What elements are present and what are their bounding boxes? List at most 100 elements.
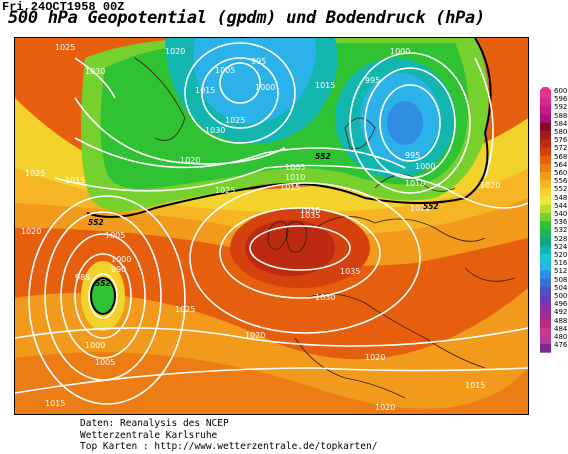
color-scale-swatch: [540, 229, 551, 238]
color-scale-swatch: [540, 90, 551, 99]
geopotential-label: 552: [95, 279, 111, 288]
color-scale-swatch: [540, 270, 551, 279]
isobar-label: 1035: [300, 211, 320, 220]
color-scale-swatch: [540, 311, 551, 320]
isobar-label: 1020: [180, 156, 200, 165]
isobar-label: 1020: [480, 181, 500, 190]
isobar-label: 1030: [205, 126, 225, 135]
color-scale-swatch: [540, 286, 551, 296]
weather-map: 1025 1020 1015 1005 995 1000 1030 1005 1…: [14, 37, 529, 415]
isobar-995: [219, 62, 261, 104]
color-scale-label: 476: [554, 341, 568, 350]
color-scale-label: 500: [554, 292, 568, 300]
color-scale-swatch: [540, 303, 551, 312]
color-scale-label: 600: [554, 87, 568, 95]
color-scale-label: 484: [554, 324, 568, 333]
isobar-label: 1030: [315, 293, 335, 302]
color-scale-swatch: [540, 196, 551, 206]
color-scale-swatch: [540, 344, 551, 353]
isobar-label: 1025: [25, 169, 45, 178]
color-scale-label: 508: [554, 275, 568, 284]
color-scale-label: 488: [554, 316, 568, 325]
date-time-label: Fri,24OCT1958 00Z: [2, 0, 125, 14]
isobar-1020: [54, 164, 528, 209]
geopotential-label: 552: [88, 218, 104, 227]
cutoff-low-inner: [91, 278, 115, 314]
isobar-label: 1005: [95, 358, 115, 367]
color-scale-label: 556: [554, 177, 568, 186]
isobar-label: 1020: [365, 353, 385, 362]
isobar-label: 1020: [21, 227, 41, 236]
color-scale-swatch: [540, 114, 551, 124]
color-scale-swatch: [540, 98, 551, 107]
color-scale-swatch: [540, 327, 551, 337]
map-canvas: 1025 1020 1015 1005 995 1000 1030 1005 1…: [15, 38, 528, 414]
color-scale-swatch: [540, 213, 551, 222]
color-scale-swatch: [540, 204, 551, 214]
isobar-995-b: [379, 84, 441, 162]
isobar-1025: [189, 182, 421, 334]
isobars: [15, 42, 528, 405]
isobar-label: 995: [405, 151, 420, 160]
isobar-1005-c: [28, 195, 186, 405]
isobar-label: 1000: [415, 162, 435, 171]
isobar-label: 1015: [315, 81, 335, 90]
mid-band: [15, 138, 528, 266]
isobar-1005: [184, 42, 296, 144]
isobar-label: 1035: [340, 267, 360, 276]
isobar-label: 1005: [105, 231, 125, 240]
isobar-label: 1000: [255, 83, 275, 92]
footer-line-data: Daten: Reanalysis des NCEP: [80, 418, 229, 429]
blue-core-3: [387, 101, 423, 145]
color-scale-label: 516: [554, 259, 568, 268]
isobar-label: 1030: [85, 67, 105, 76]
isobar-label: 1015: [280, 183, 300, 192]
blue-core-1: [193, 38, 316, 124]
color-scale-label: 572: [554, 144, 568, 153]
isobar-1035: [249, 225, 351, 271]
color-scale-swatch: [540, 278, 551, 288]
isobar-nw: [74, 57, 116, 99]
isobar-label: 985: [75, 273, 90, 282]
color-scale-label: 480: [554, 333, 568, 341]
color-scale-label: 536: [554, 218, 568, 227]
color-scale-label: 540: [554, 210, 568, 218]
isobar-label: 1020: [410, 204, 430, 213]
isobar-990: [74, 253, 132, 339]
color-scale: [538, 85, 554, 365]
color-scale-bar: [540, 85, 551, 353]
chart-title: 500 hPa Geopotential (gpdm) und Bodendru…: [8, 8, 485, 28]
color-scale-swatch: [540, 336, 551, 345]
isobar-1015: [74, 137, 406, 169]
color-scale-label: 492: [554, 308, 568, 317]
color-scale-label: 552: [554, 185, 568, 194]
isobar-label: 1015: [45, 399, 65, 408]
geopotential-label: 552: [423, 202, 439, 211]
isobar-label: 1020: [245, 331, 265, 340]
isobar-label: 1025: [225, 116, 245, 125]
color-scale-swatch: [540, 188, 551, 197]
color-scale-label: 568: [554, 152, 568, 161]
color-scale-swatch: [540, 147, 551, 156]
color-scale-label: 524: [554, 242, 568, 251]
color-scale-label: 544: [554, 201, 568, 210]
isobar-label: 1020: [165, 47, 185, 56]
high-pressure-inner: [245, 220, 335, 276]
isobar-label: 1015: [65, 176, 85, 185]
isobar-label: 995: [365, 76, 380, 85]
color-scale-swatch: [540, 237, 551, 247]
color-scale-label: 520: [554, 251, 568, 259]
color-scale-swatch: [540, 295, 551, 304]
footer-line-url[interactable]: Top Karten : http://www.wetterzentrale.d…: [80, 441, 378, 452]
scale-top-arrow: [540, 85, 551, 90]
color-scale-label: 588: [554, 111, 568, 120]
isobar-label: 1000: [85, 341, 105, 350]
isobar-label: 1025: [55, 43, 75, 52]
color-scale-label: 496: [554, 300, 568, 309]
isobar-label: 1030: [300, 206, 320, 215]
isobar-label: 1020: [375, 403, 395, 412]
color-scale-label: 584: [554, 119, 568, 128]
isobar-label: 1010: [405, 179, 425, 188]
footer-line-org: Wetterzentrale Karlsruhe: [80, 429, 218, 441]
isobar-label: 995: [251, 57, 266, 66]
